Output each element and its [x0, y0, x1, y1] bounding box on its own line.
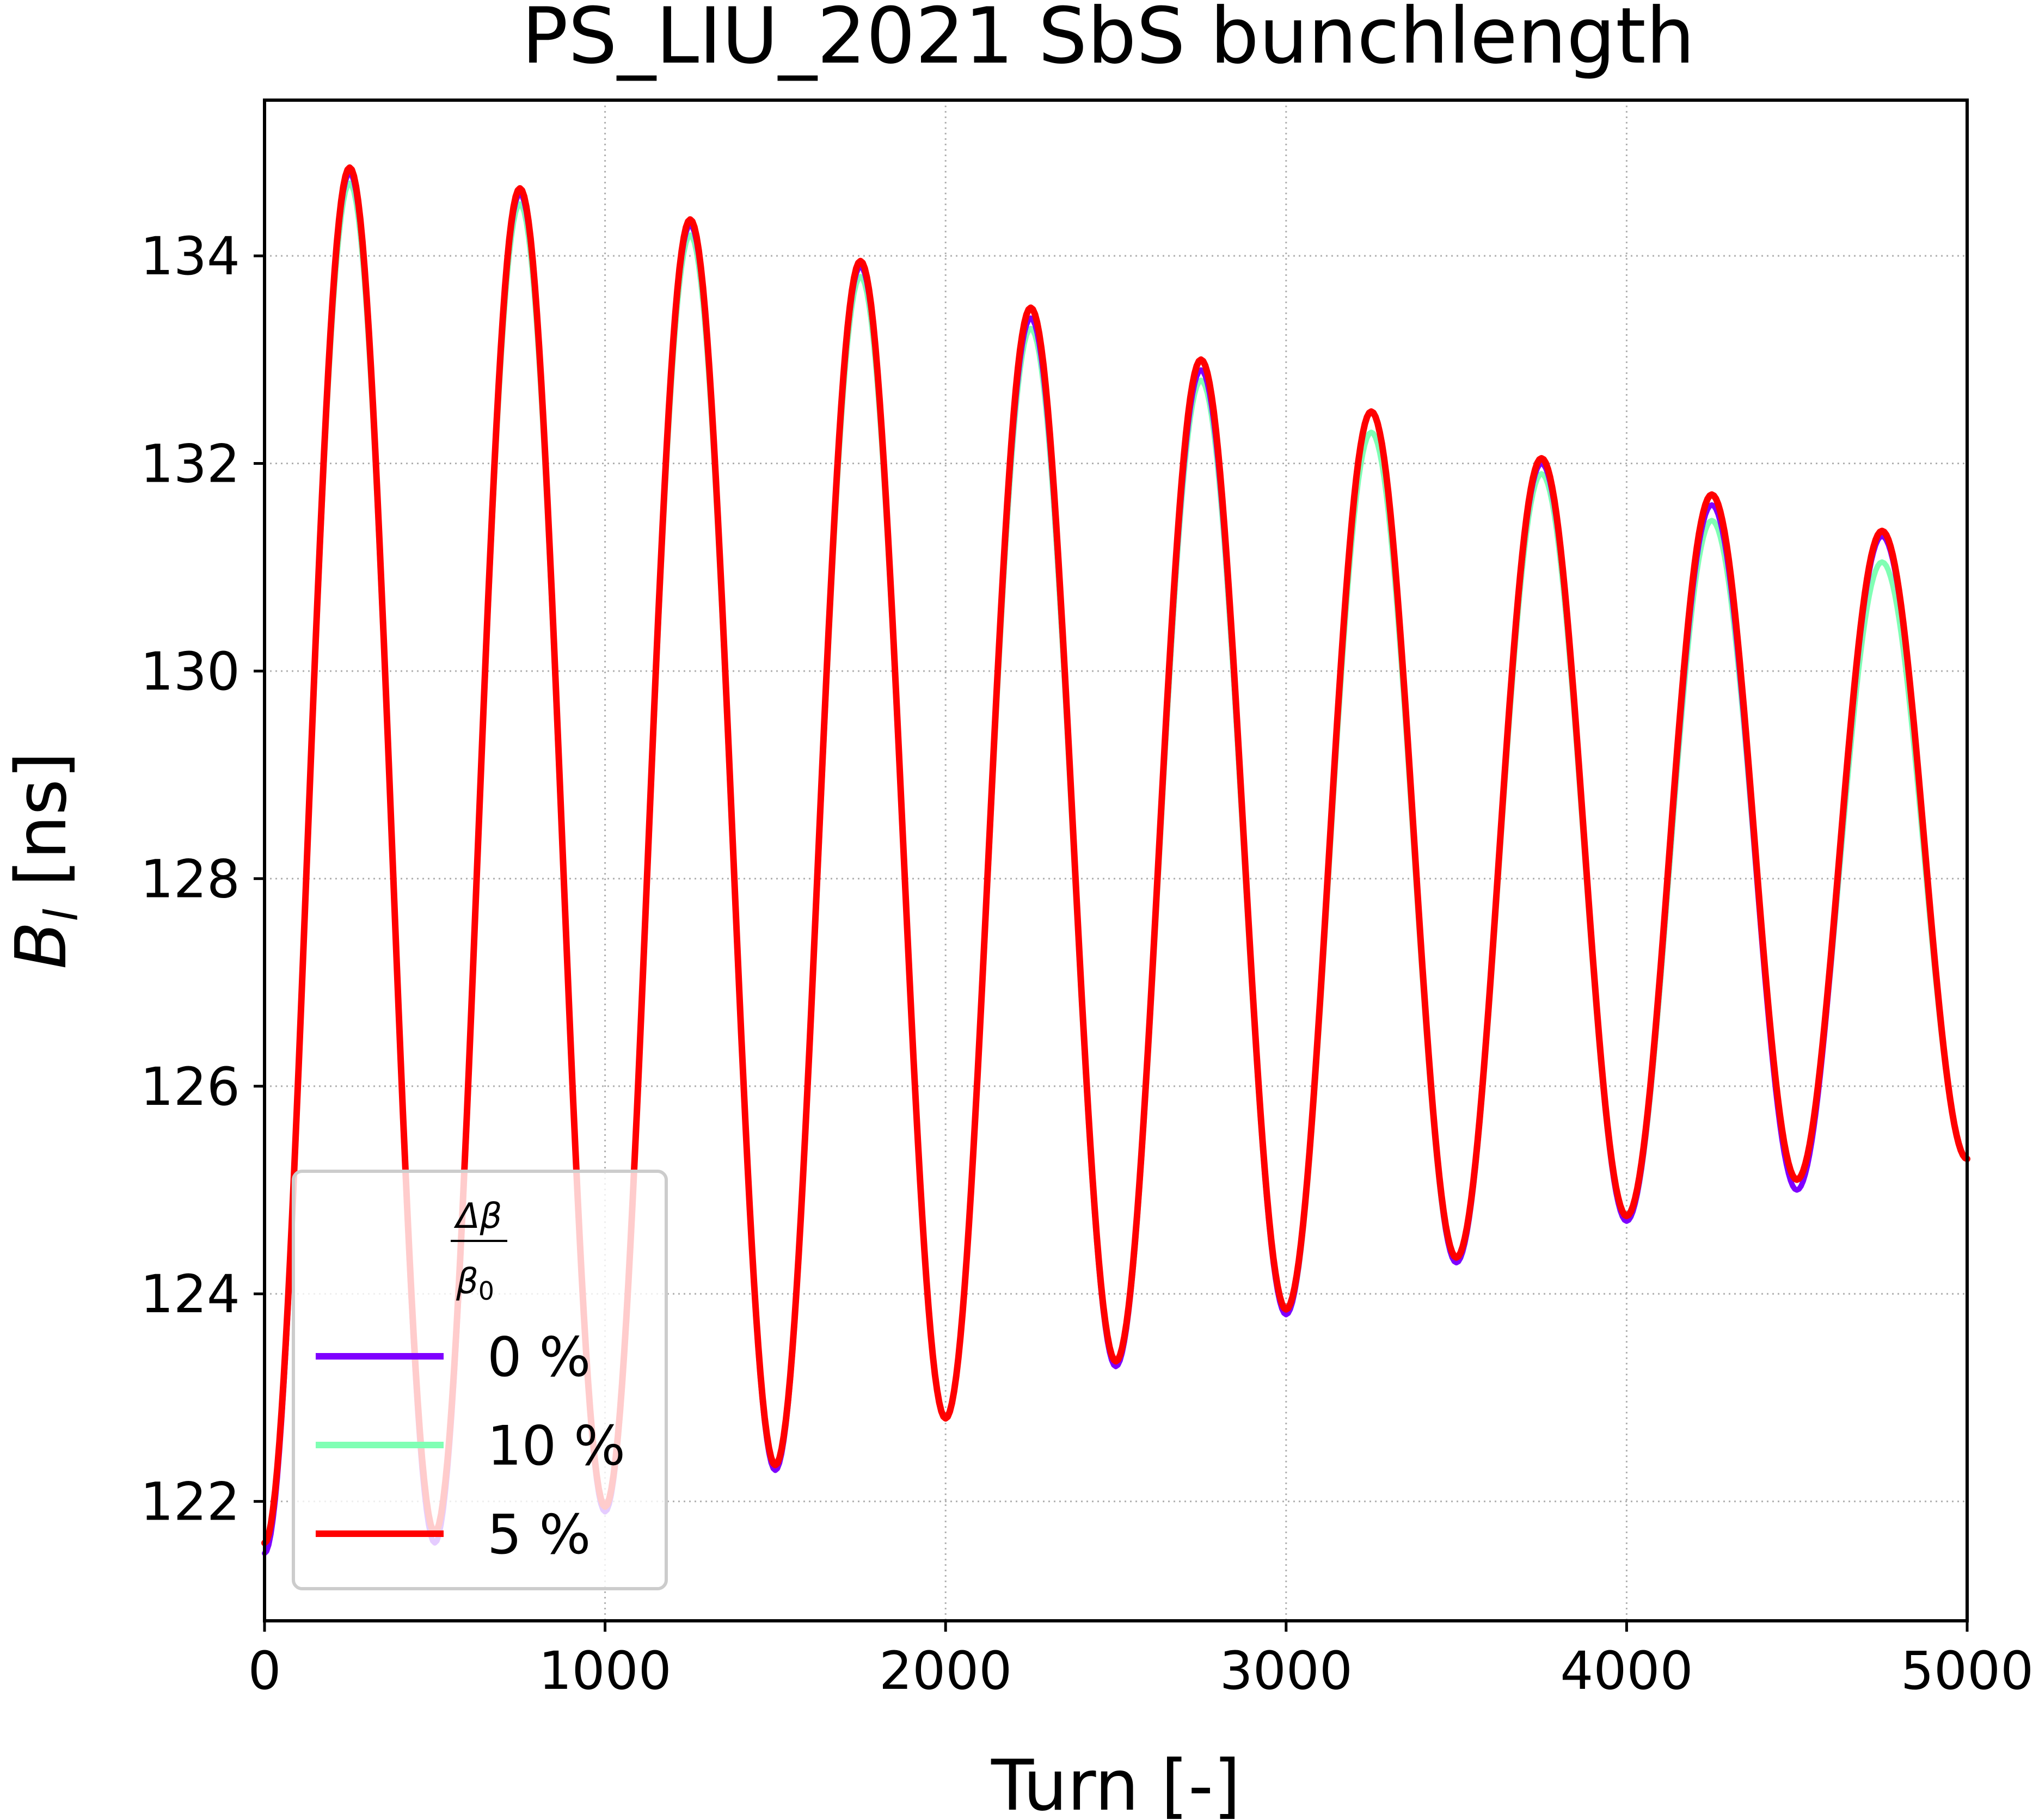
- chart-title: PS_LIU_2021 SbS bunchlength: [521, 0, 1695, 81]
- plot-frame: [263, 99, 1969, 1622]
- legend-label: 0 %: [487, 1325, 591, 1389]
- x-tick-label: 3000: [1220, 1640, 1353, 1701]
- y-axis-label-unit: [ns]: [1, 752, 82, 887]
- legend-box: [292, 1170, 668, 1590]
- y-tick-label: 132: [140, 434, 240, 495]
- legend-label: 5 %: [487, 1503, 591, 1566]
- legend-title-denominator: β0: [456, 1262, 494, 1306]
- x-tick-label: 1000: [538, 1640, 671, 1701]
- x-axis-label: Turn [-]: [991, 1745, 1240, 1820]
- y-axis-label-symbol: B: [1, 921, 82, 969]
- y-tick-label: 124: [140, 1264, 240, 1325]
- legend-label: 10 %: [487, 1414, 625, 1478]
- legend-entries: 0 % 10 % 5 %: [316, 1325, 625, 1566]
- legend: Δβ β0 0 % 10 % 5 %: [292, 1170, 668, 1590]
- y-tick-label: 130: [140, 641, 240, 702]
- x-tick-label: 5000: [1901, 1640, 2034, 1701]
- series-line: [261, 164, 1970, 1546]
- y-axis-label: Bl [ns]: [1, 752, 88, 969]
- axis-ticks: 0 1000 2000 3000 4000 5000 122 124 126 128 130 132 1…: [140, 226, 2034, 1701]
- legend-entry: 0 %: [316, 1325, 591, 1389]
- legend-title-denominator-subscript: 0: [478, 1276, 494, 1306]
- legend-title-numerator: Δβ: [453, 1196, 502, 1237]
- x-tick-label: 4000: [1560, 1640, 1693, 1701]
- y-axis-label-subscript: l: [35, 909, 88, 921]
- legend-entry: 10 %: [316, 1414, 625, 1478]
- y-tick-label: 134: [140, 226, 240, 287]
- series-layer: [261, 164, 1970, 1556]
- y-tick-label: 126: [140, 1056, 240, 1117]
- y-tick-label: 128: [140, 848, 240, 909]
- legend-title-denominator-symbol: β: [456, 1262, 478, 1302]
- legend-entry: 5 %: [316, 1503, 591, 1566]
- y-tick-label: 122: [140, 1472, 240, 1533]
- x-tick-label: 0: [248, 1640, 281, 1701]
- x-tick-label: 2000: [879, 1640, 1012, 1701]
